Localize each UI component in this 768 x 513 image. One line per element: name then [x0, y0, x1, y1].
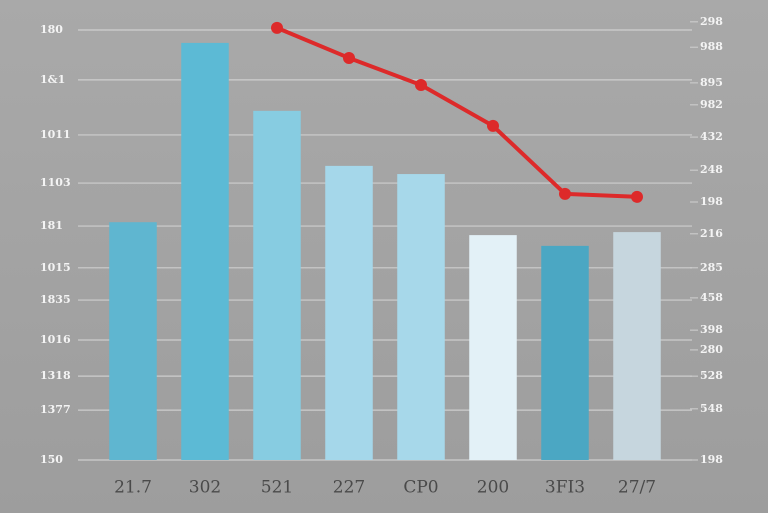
y-tick-label: 1011	[40, 128, 71, 141]
y2-tick-label: 988	[700, 40, 723, 53]
y2-tick-label: 548	[700, 402, 723, 415]
y2-tick-label: 216	[700, 227, 723, 240]
line-point	[343, 51, 355, 64]
bar	[325, 165, 373, 460]
y-tick-label: 1835	[40, 293, 71, 306]
y2-tick-label: 198	[700, 195, 723, 208]
y-tick-label: 180	[40, 23, 63, 36]
x-tick-label: 521	[261, 478, 293, 498]
grid	[78, 21, 698, 461]
bar	[181, 42, 229, 461]
y2-tick-label: 298	[700, 15, 723, 28]
line-point	[487, 119, 499, 132]
bar	[253, 110, 301, 460]
bar	[541, 245, 589, 460]
x-tick-label: 227	[333, 478, 365, 498]
marks	[109, 21, 661, 461]
line-point	[271, 21, 283, 34]
x-tick-label: 302	[189, 478, 221, 498]
x-tick-label: 200	[477, 478, 509, 498]
y2-tick-label: 432	[700, 130, 723, 143]
y-tick-label: 150	[40, 453, 63, 466]
y2-tick-label: 198	[700, 453, 723, 466]
y-tick-label: 1016	[40, 333, 71, 346]
y-tick-label: 1015	[40, 261, 71, 274]
y2-tick-label: 895	[700, 76, 723, 89]
bar	[109, 222, 157, 460]
y2-tick-label: 398	[700, 323, 723, 336]
line-point	[631, 190, 643, 203]
line	[276, 26, 638, 199]
y-tick-label: 1318	[40, 369, 71, 382]
y2-tick-label: 458	[700, 291, 723, 304]
y2-tick-label: 982	[700, 98, 723, 111]
y-tick-label: 1&1	[40, 73, 65, 86]
bar	[469, 235, 517, 460]
y2-tick-label: 248	[700, 163, 723, 176]
x-tick-label: 3FI3	[545, 478, 585, 498]
y-tick-label: 1103	[40, 176, 71, 189]
line-point	[415, 79, 427, 92]
y-tick-label: 181	[40, 219, 63, 232]
x-tick-label: 21.7	[114, 478, 152, 498]
y2-tick-label: 528	[700, 369, 723, 382]
bar	[613, 232, 661, 460]
y-tick-label: 1377	[40, 403, 71, 416]
x-tick-label: 27/7	[618, 478, 656, 498]
y2-tick-label: 285	[700, 261, 723, 274]
bar	[397, 174, 445, 461]
line-point	[559, 187, 571, 200]
y2-tick-label: 280	[700, 343, 723, 356]
x-tick-label: CP0	[403, 478, 438, 498]
